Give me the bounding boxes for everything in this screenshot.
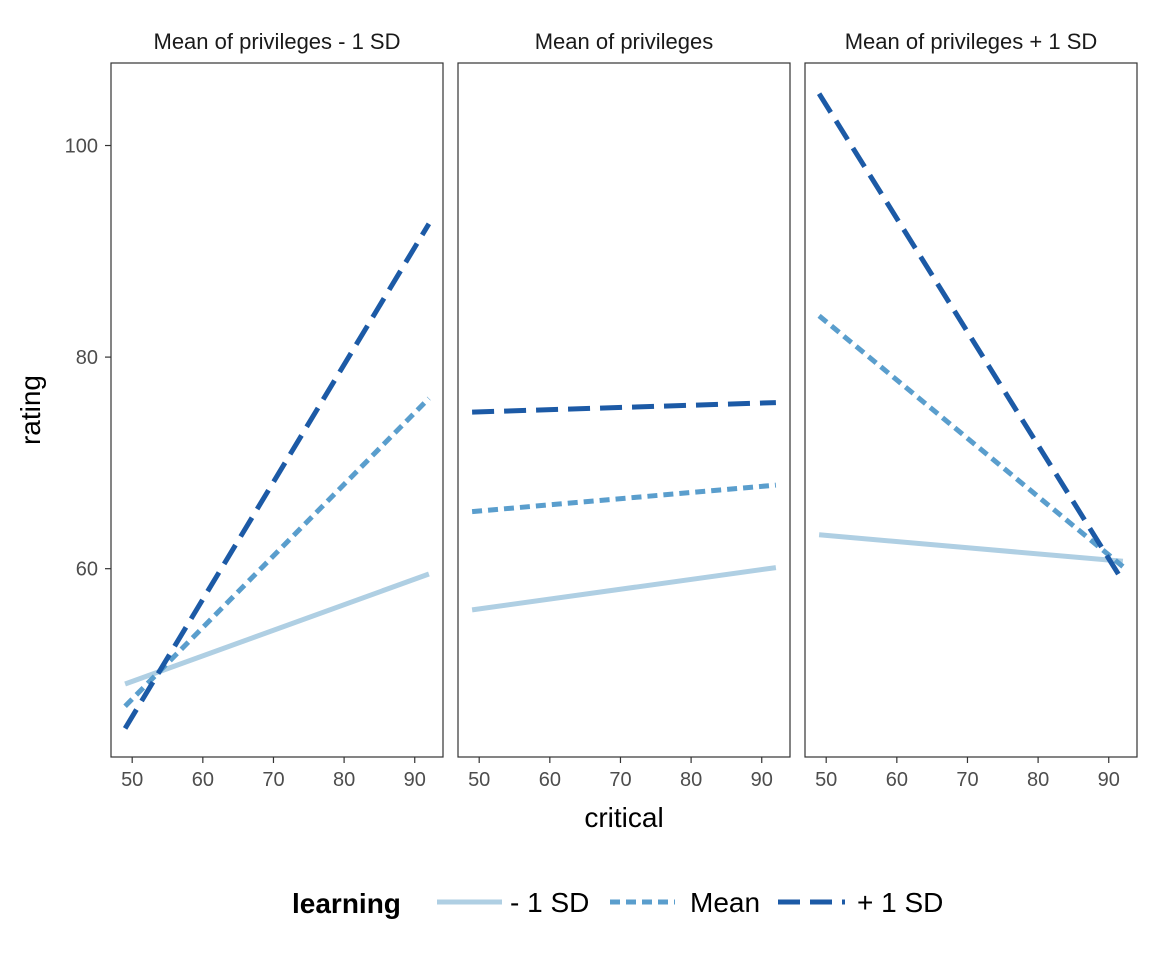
x-axis-title: critical [584,802,663,833]
series-line-1-1sd [124,571,430,687]
series-line-3-1sd [816,92,1126,583]
facet-title-1: Mean of privileges - 1 SD [154,29,401,54]
panel-border-2 [457,62,791,758]
y-tick-label: 80 [76,347,98,369]
x-tick-label: 60 [539,769,561,791]
x-tick-label: 80 [333,769,355,791]
x-tick-label: 70 [609,769,631,791]
panel-border-1 [110,62,444,758]
x-tick-label: 80 [680,769,702,791]
x-tick-label: 70 [956,769,978,791]
facet-title-3: Mean of privileges + 1 SD [845,29,1098,54]
legend-label-1: - 1 SD [510,887,589,918]
panel-border-3 [804,62,1138,758]
x-tick-label: 60 [192,769,214,791]
x-tick-label: 90 [751,769,773,791]
legend-title: learning [292,888,401,919]
x-tick-label: 80 [1027,769,1049,791]
x-tick-label: 60 [886,769,908,791]
series-line-2-mean [471,482,777,515]
y-tick-label: 100 [65,136,98,158]
x-tick-label: 90 [404,769,426,791]
x-tick-label: 50 [121,769,143,791]
x-tick-label: 50 [815,769,837,791]
series-line-3-mean [817,313,1125,569]
x-tick-label: 70 [262,769,284,791]
x-tick-label: 90 [1098,769,1120,791]
series-line-1-mean [123,396,431,708]
series-line-2-1sd [472,400,776,415]
series-line-3-1sd [818,532,1124,564]
y-axis-title: rating [15,375,46,445]
facet-title-2: Mean of privileges [535,29,714,54]
legend-label-3: + 1 SD [857,887,943,918]
y-tick-label: 60 [76,559,98,581]
x-tick-label: 50 [468,769,490,791]
legend-label-2: Mean [690,887,760,918]
series-line-1-1sd [122,222,432,730]
series-line-2-1sd [471,565,777,613]
